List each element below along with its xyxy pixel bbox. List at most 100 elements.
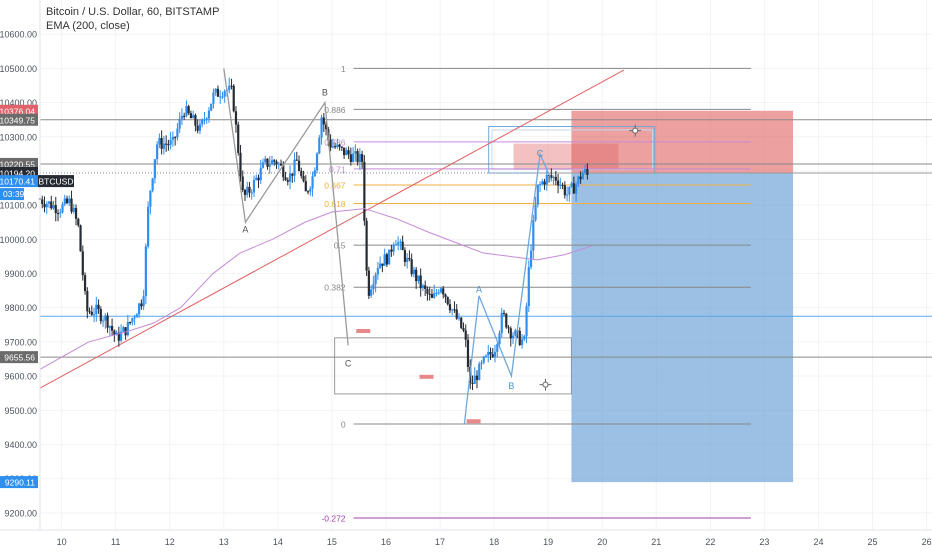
candle bbox=[453, 301, 456, 313]
candle-body bbox=[552, 176, 555, 178]
candle bbox=[219, 90, 222, 104]
candle-body bbox=[268, 164, 271, 167]
candle-body bbox=[187, 106, 190, 114]
y-tick-label: 10300.00 bbox=[0, 132, 37, 142]
candle-body bbox=[142, 296, 145, 307]
candle bbox=[385, 252, 388, 267]
candle-body bbox=[338, 144, 341, 147]
candle-body bbox=[419, 275, 422, 289]
candle bbox=[433, 284, 436, 299]
candle-body bbox=[72, 207, 75, 212]
candle bbox=[273, 158, 276, 166]
candle bbox=[228, 77, 231, 94]
candle bbox=[261, 158, 265, 169]
small-stop-zone bbox=[513, 143, 619, 170]
candle-body bbox=[83, 275, 87, 291]
candle-body bbox=[324, 124, 328, 130]
candle bbox=[266, 158, 269, 170]
candle-body bbox=[421, 285, 425, 289]
candle-body bbox=[126, 322, 129, 336]
candle bbox=[500, 308, 503, 338]
candle bbox=[419, 268, 422, 297]
candle-body bbox=[320, 117, 323, 138]
candle-body bbox=[586, 169, 589, 175]
candle bbox=[356, 148, 359, 166]
candle-body bbox=[77, 218, 80, 226]
candle bbox=[135, 313, 138, 318]
price-label-text: 10194.20 bbox=[0, 168, 35, 178]
candle bbox=[568, 186, 571, 202]
candle bbox=[523, 334, 526, 342]
candle-body bbox=[56, 213, 60, 215]
drag-handle-icon[interactable] bbox=[629, 124, 642, 137]
candle bbox=[554, 170, 557, 186]
candle bbox=[505, 312, 508, 329]
x-tick-label: 12 bbox=[165, 537, 175, 547]
candle bbox=[124, 326, 127, 340]
candle-body bbox=[212, 92, 215, 104]
candle-body bbox=[379, 263, 382, 269]
candle-body bbox=[144, 246, 147, 297]
candle bbox=[412, 266, 416, 278]
candle-body bbox=[185, 106, 188, 117]
candle bbox=[237, 121, 240, 156]
candle-body bbox=[196, 125, 199, 131]
candle-body bbox=[246, 186, 249, 195]
x-tick-label: 17 bbox=[435, 537, 445, 547]
drag-handle-icon[interactable] bbox=[539, 378, 552, 391]
y-tick-label: 10400.00 bbox=[0, 98, 37, 108]
candle bbox=[167, 139, 170, 151]
candle-body bbox=[511, 335, 515, 339]
candle bbox=[525, 302, 528, 344]
candle bbox=[561, 182, 564, 190]
candle bbox=[484, 354, 488, 358]
candle bbox=[90, 305, 93, 316]
candle bbox=[489, 347, 492, 361]
candle-body bbox=[297, 160, 301, 171]
candle bbox=[165, 135, 168, 152]
candle bbox=[153, 158, 156, 184]
candle-body bbox=[439, 288, 443, 293]
candle bbox=[340, 146, 343, 151]
candle-body bbox=[575, 184, 578, 194]
candles bbox=[38, 77, 589, 391]
price-label-background bbox=[0, 157, 38, 170]
candle-body bbox=[234, 111, 238, 125]
candle bbox=[205, 117, 208, 124]
fib-level-label: 0.667 bbox=[324, 180, 346, 190]
candle-body bbox=[457, 317, 461, 319]
candle-body bbox=[43, 203, 46, 208]
candle-body bbox=[550, 175, 553, 178]
handle-center[interactable] bbox=[632, 127, 639, 134]
price-label-background bbox=[0, 113, 38, 126]
candle-body bbox=[315, 153, 319, 171]
y-tick-label: 10500.00 bbox=[0, 64, 37, 74]
candle-body bbox=[180, 115, 184, 119]
candle-body bbox=[95, 304, 98, 315]
candle-body bbox=[554, 176, 557, 181]
candle bbox=[95, 296, 98, 322]
candle-body bbox=[363, 161, 366, 221]
candle-body bbox=[282, 165, 285, 178]
candle bbox=[151, 177, 154, 193]
x-tick-label: 19 bbox=[543, 537, 553, 547]
candle bbox=[176, 123, 179, 141]
candle bbox=[45, 201, 48, 214]
candle bbox=[212, 88, 215, 109]
candle bbox=[388, 249, 391, 265]
handle-center[interactable] bbox=[542, 381, 549, 388]
candle bbox=[108, 325, 111, 337]
candle bbox=[52, 200, 55, 210]
pattern-label: A bbox=[242, 225, 248, 235]
candle bbox=[70, 190, 73, 214]
candle bbox=[514, 328, 517, 337]
candle bbox=[507, 325, 510, 334]
candle bbox=[543, 178, 546, 190]
candle bbox=[329, 134, 332, 152]
candle-body bbox=[264, 158, 267, 163]
candle bbox=[187, 104, 190, 115]
candle-body bbox=[239, 152, 242, 177]
candle-body bbox=[59, 212, 62, 214]
